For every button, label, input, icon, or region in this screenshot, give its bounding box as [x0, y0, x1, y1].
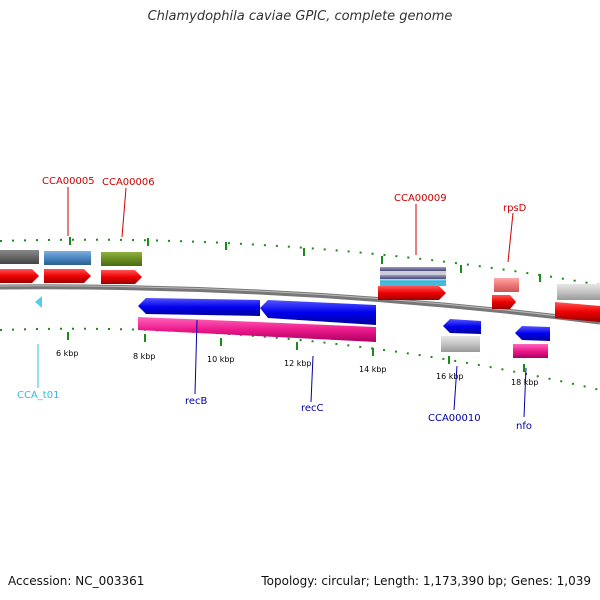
gene-block-gray-left[interactable] — [0, 250, 39, 264]
gene-arrow-red-rpsd[interactable] — [492, 295, 516, 309]
label-recb[interactable]: recB — [185, 396, 208, 407]
trna-cca-t01[interactable] — [35, 296, 42, 308]
label-cca00010[interactable]: CCA00010 — [428, 413, 481, 424]
gene-block-pink-recbc[interactable] — [138, 317, 376, 342]
scale-label-6kbp: 6 kbp — [56, 349, 78, 358]
gene-block-cca00005[interactable] — [44, 251, 91, 265]
scale-label-16kbp: 16 kbp — [436, 372, 464, 381]
accession-label: Accession: NC_003361 — [8, 574, 145, 588]
genome-summary-label: Topology: circular; Length: 1,173,390 bp… — [261, 574, 591, 588]
gene-block-rpsd[interactable] — [494, 278, 519, 292]
gene-arrow-red-cca00009[interactable] — [378, 286, 446, 300]
gene-arrow-recb[interactable] — [138, 298, 260, 316]
outer-major-ticks — [69, 237, 541, 282]
gene-block-nfo-lower[interactable] — [513, 344, 548, 358]
label-cca00006[interactable]: CCA00006 — [102, 177, 155, 188]
label-cca-t01[interactable]: CCA_t01 — [17, 390, 59, 401]
gene-block-cca00010-lower[interactable] — [441, 336, 480, 352]
gene-arrow-red-left[interactable] — [0, 269, 39, 283]
callout-lines-top — [67, 187, 514, 263]
callout-lines-bottom — [194, 319, 527, 418]
gene-block-cca00006[interactable] — [101, 252, 142, 266]
label-nfo[interactable]: nfo — [516, 421, 532, 432]
outer-tick-ring — [0, 238, 600, 286]
gene-arrow-red-right[interactable] — [555, 302, 600, 322]
label-cca00009[interactable]: CCA00009 — [394, 193, 447, 204]
label-recc[interactable]: recC — [301, 403, 324, 414]
gene-arrow-red-cca00006[interactable] — [101, 270, 142, 284]
map-title: Chlamydophila caviae GPIC, complete geno… — [147, 9, 453, 24]
gene-arrow-recc[interactable] — [260, 300, 376, 325]
scale-label-10kbp: 10 kbp — [207, 355, 235, 364]
scale-label-14kbp: 14 kbp — [359, 365, 387, 374]
label-rpsd[interactable]: rpsD — [503, 203, 527, 214]
gene-arrow-cca00010[interactable] — [443, 319, 481, 334]
inner-tick-ring — [0, 327, 600, 391]
genome-backbone — [0, 284, 600, 325]
label-cca00005[interactable]: CCA00005 — [42, 176, 95, 187]
gene-arrow-nfo[interactable] — [515, 326, 550, 341]
scale-label-8kbp: 8 kbp — [133, 352, 155, 361]
scale-label-18kbp: 18 kbp — [511, 378, 539, 387]
gene-block-gray-right[interactable] — [557, 284, 600, 300]
gene-block-cca00009[interactable] — [380, 267, 446, 286]
gene-arrow-red-cca00005[interactable] — [44, 269, 91, 283]
scale-label-12kbp: 12 kbp — [284, 359, 312, 368]
inner-major-ticks — [67, 332, 525, 372]
genome-backbone-highlight — [0, 285, 600, 322]
